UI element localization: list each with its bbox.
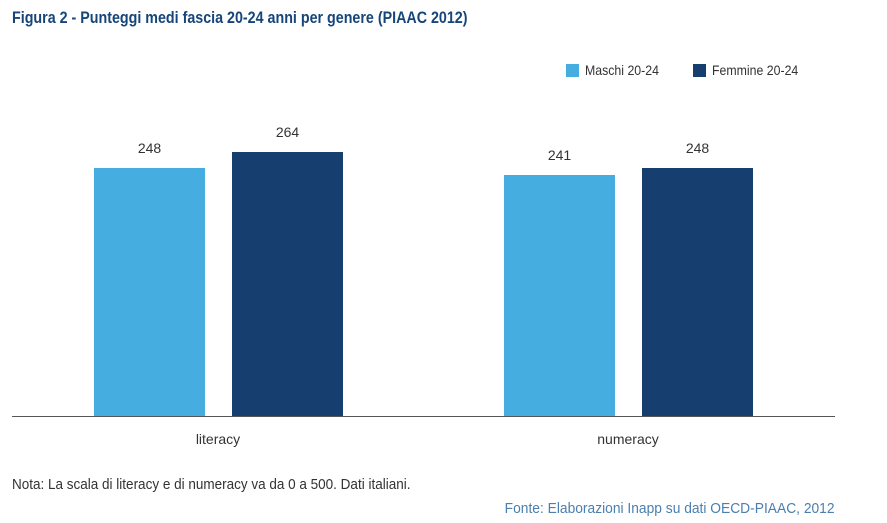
chart-legend: Maschi 20-24 Femmine 20-24 bbox=[566, 62, 810, 78]
data-label-literacy-maschi: 248 bbox=[138, 140, 162, 156]
legend-swatch-maschi bbox=[566, 63, 579, 77]
legend-label-femmine: Femmine 20-24 bbox=[712, 62, 799, 78]
bar-literacy-maschi bbox=[94, 168, 205, 416]
chart-title: Figura 2 - Punteggi medi fascia 20-24 an… bbox=[12, 8, 468, 27]
x-tick-label-literacy: literacy bbox=[196, 431, 240, 447]
legend-swatch-femmine bbox=[693, 63, 707, 77]
data-label-numeracy-maschi: 241 bbox=[548, 147, 572, 163]
legend-label-maschi: Maschi 20-24 bbox=[585, 62, 659, 78]
bar-numeracy-femmine bbox=[642, 168, 753, 416]
data-label-literacy-femmine: 264 bbox=[276, 124, 300, 140]
data-label-numeracy-femmine: 248 bbox=[686, 140, 710, 156]
legend-item-maschi: Maschi 20-24 bbox=[566, 62, 669, 78]
x-tick-label-numeracy: numeracy bbox=[597, 431, 658, 447]
legend-item-femmine: Femmine 20-24 bbox=[693, 62, 810, 78]
bar-literacy-femmine bbox=[232, 152, 343, 416]
chart-source: Fonte: Elaborazioni Inapp su dati OECD-P… bbox=[505, 500, 835, 517]
bar-numeracy-maschi bbox=[504, 175, 615, 416]
chart-note: Nota: La scala di literacy e di numeracy… bbox=[12, 476, 411, 493]
